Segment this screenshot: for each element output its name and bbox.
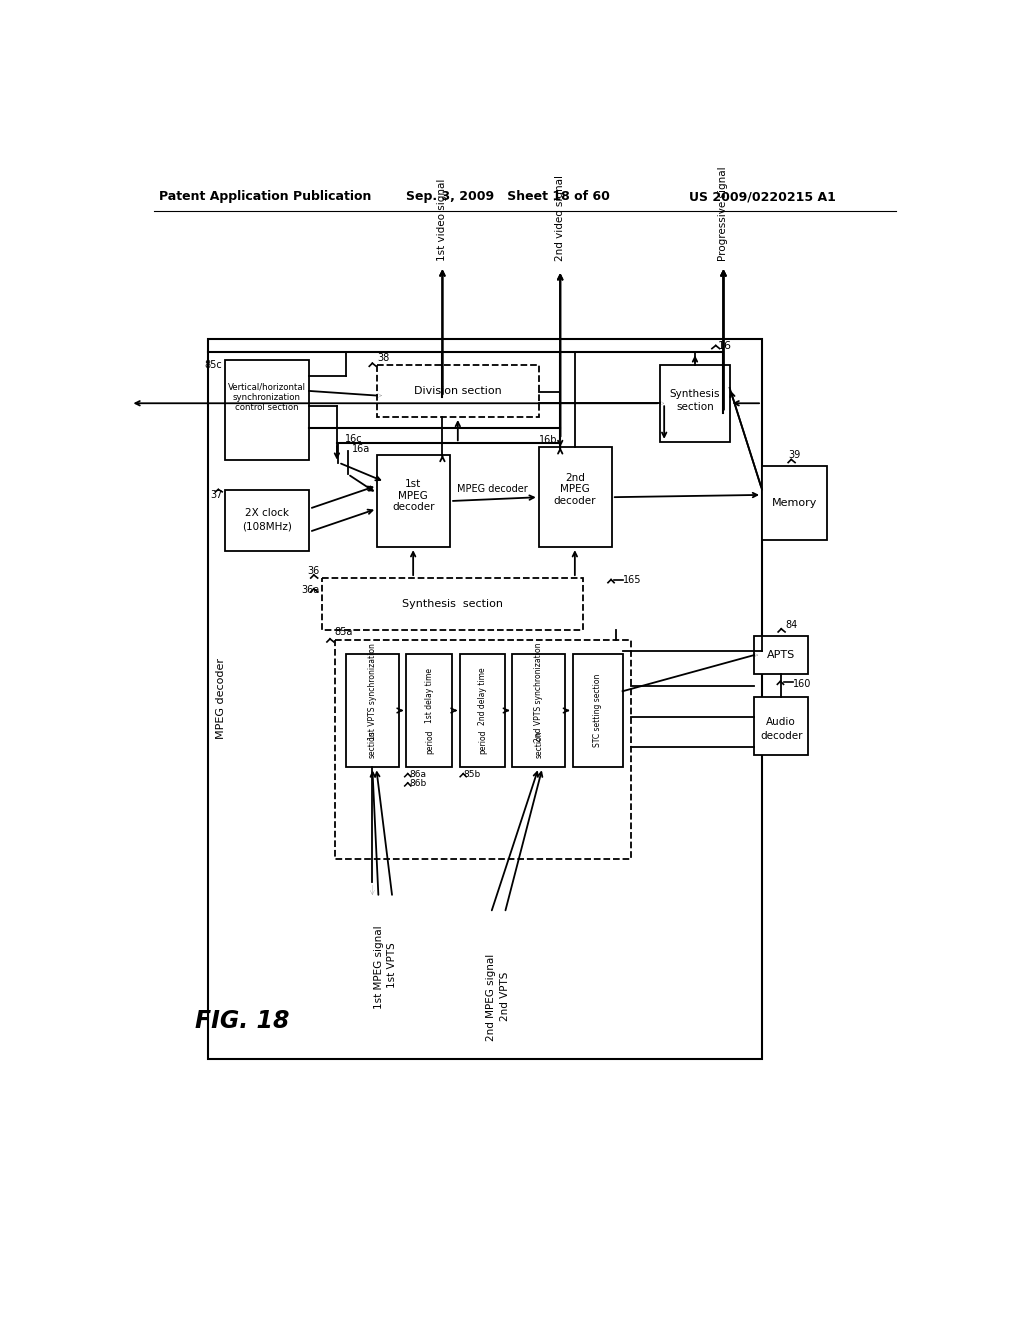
Text: 160: 160 xyxy=(793,678,811,689)
Text: 86a: 86a xyxy=(410,770,426,779)
Text: decoder: decoder xyxy=(760,731,803,741)
Text: 36a: 36a xyxy=(302,585,319,594)
Text: 2nd MPEG signal: 2nd MPEG signal xyxy=(486,954,496,1041)
Bar xyxy=(224,490,309,552)
Text: 1st MPEG signal: 1st MPEG signal xyxy=(374,925,384,1008)
Text: 16c: 16c xyxy=(345,434,362,445)
Text: (108MHz): (108MHz) xyxy=(242,521,292,532)
Text: decoder: decoder xyxy=(554,496,596,506)
Text: decoder: decoder xyxy=(392,502,434,512)
Text: 37: 37 xyxy=(210,490,222,499)
Text: 84: 84 xyxy=(785,619,798,630)
Text: Audio: Audio xyxy=(766,717,796,727)
Text: section: section xyxy=(676,403,714,412)
Text: 16b: 16b xyxy=(539,434,557,445)
Bar xyxy=(572,653,623,767)
Text: 1st: 1st xyxy=(406,479,421,490)
Text: control section: control section xyxy=(236,404,299,412)
Text: 2nd VPTS: 2nd VPTS xyxy=(500,972,510,1020)
Text: period: period xyxy=(425,730,434,754)
Text: Division section: Division section xyxy=(414,385,502,396)
Bar xyxy=(539,447,611,548)
Text: MPEG decoder: MPEG decoder xyxy=(216,659,226,739)
Text: STC setting section: STC setting section xyxy=(593,673,602,747)
Text: APTS: APTS xyxy=(767,649,796,660)
Text: FIG. 18: FIG. 18 xyxy=(195,1008,290,1032)
Bar xyxy=(762,466,827,540)
Text: 2nd VPTS synchronization: 2nd VPTS synchronization xyxy=(535,643,543,742)
Text: MPEG: MPEG xyxy=(560,484,590,495)
Text: section: section xyxy=(368,730,377,758)
Text: 85b: 85b xyxy=(463,770,480,779)
Bar xyxy=(224,360,309,461)
Text: MPEG: MPEG xyxy=(398,491,428,500)
Bar xyxy=(512,653,565,767)
Text: US 2009/0220215 A1: US 2009/0220215 A1 xyxy=(688,190,836,203)
Text: 2nd delay time: 2nd delay time xyxy=(478,667,487,725)
Bar xyxy=(660,364,730,442)
Text: 16a: 16a xyxy=(352,445,371,454)
Bar xyxy=(322,578,584,631)
Bar xyxy=(460,653,505,767)
Bar xyxy=(346,653,398,767)
Text: Synthesis: Synthesis xyxy=(670,389,720,399)
Text: 2nd: 2nd xyxy=(565,473,585,483)
Text: Vertical/horizontal: Vertical/horizontal xyxy=(228,383,306,392)
Text: Synthesis  section: Synthesis section xyxy=(401,599,503,610)
Text: 85a: 85a xyxy=(335,627,353,638)
Bar xyxy=(755,697,808,755)
Bar xyxy=(377,455,451,548)
Text: 86b: 86b xyxy=(410,779,427,788)
Text: section: section xyxy=(535,730,543,758)
Text: 1st VPTS: 1st VPTS xyxy=(387,942,397,989)
Bar xyxy=(208,339,762,1059)
Text: period: period xyxy=(478,730,487,754)
Bar xyxy=(335,640,631,859)
Text: 38: 38 xyxy=(377,354,389,363)
Bar xyxy=(755,636,808,675)
Text: Sep. 3, 2009   Sheet 18 of 60: Sep. 3, 2009 Sheet 18 of 60 xyxy=(406,190,610,203)
Bar xyxy=(377,364,539,417)
Text: 1st delay time: 1st delay time xyxy=(425,668,434,723)
Text: Progressive signal: Progressive signal xyxy=(719,166,728,261)
Text: 16: 16 xyxy=(718,341,732,351)
Text: 165: 165 xyxy=(624,576,642,585)
Text: 39: 39 xyxy=(788,450,801,461)
Text: 36: 36 xyxy=(308,566,319,576)
Text: 85c: 85c xyxy=(205,360,222,370)
Text: MPEG decoder: MPEG decoder xyxy=(457,484,527,495)
Text: Memory: Memory xyxy=(772,498,817,508)
Text: 2X clock: 2X clock xyxy=(245,508,289,517)
Text: 1st video signal: 1st video signal xyxy=(437,178,447,261)
Text: 1st VPTS synchronization: 1st VPTS synchronization xyxy=(368,644,377,741)
Text: synchronization: synchronization xyxy=(232,392,301,401)
Bar xyxy=(407,653,453,767)
Text: Patent Application Publication: Patent Application Publication xyxy=(159,190,372,203)
Text: 2nd video signal: 2nd video signal xyxy=(555,174,565,261)
